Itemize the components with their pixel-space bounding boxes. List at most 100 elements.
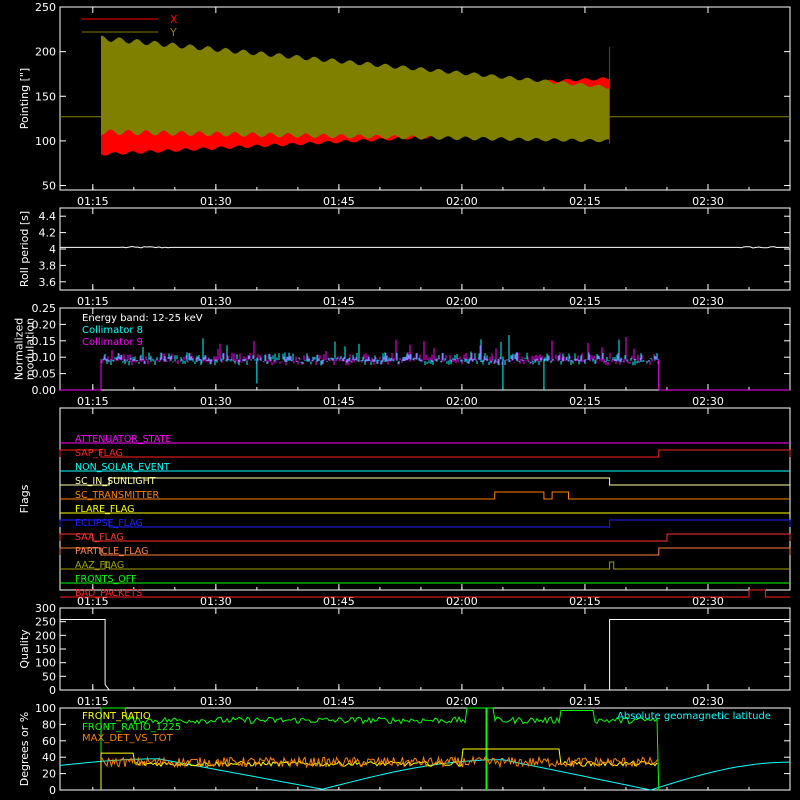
y-axis-label: Pointing ["] bbox=[18, 68, 31, 129]
y-tick-label: 20 bbox=[42, 768, 56, 781]
y-tick-label: 150 bbox=[35, 90, 56, 103]
x-tick-label: 02:15 bbox=[569, 195, 601, 208]
y-tick-label: 80 bbox=[42, 718, 56, 731]
y-tick-label: 4.4 bbox=[39, 210, 57, 223]
x-tick-label: 02:30 bbox=[692, 395, 724, 408]
flag-label: BAD_PACKETS bbox=[75, 588, 142, 599]
flag-label: SAA_FLAG bbox=[75, 532, 124, 543]
x-tick-label: 02:00 bbox=[446, 195, 478, 208]
y-axis-label: Quality bbox=[18, 629, 31, 669]
y-tick-label: 50 bbox=[42, 180, 56, 193]
front-ratio-line bbox=[100, 748, 658, 791]
x-tick-label: 01:45 bbox=[323, 595, 355, 608]
x-tick-label: 01:45 bbox=[323, 695, 355, 708]
flag-label: ATTENUATOR_STATE bbox=[75, 434, 171, 445]
y-tick-label: 250 bbox=[35, 616, 56, 629]
roll-period-panel: 01:15 01:30 01:45 02:00 02:15 02:30 3.6 3.8 4 4.2… bbox=[18, 207, 791, 308]
flag-label: PARTICLE_FLAG bbox=[75, 546, 148, 557]
legend-label: X bbox=[170, 13, 178, 26]
flag-line bbox=[60, 491, 790, 500]
roll-period-line bbox=[60, 245, 789, 249]
y-tick-label: 200 bbox=[35, 46, 56, 59]
y-tick-label: 0 bbox=[49, 684, 56, 697]
y-tick-label: 60 bbox=[42, 735, 56, 748]
y-tick-label: 0.25 bbox=[32, 302, 57, 315]
y-tick-label: 150 bbox=[35, 643, 56, 656]
quality-panel: 01:15 01:30 01:45 02:00 02:15 02:300501001502… bbox=[18, 602, 791, 708]
y-tick-label: 300 bbox=[35, 602, 56, 615]
x-tick-label: 01:45 bbox=[323, 295, 355, 308]
front-ratio-1225-line bbox=[100, 707, 660, 791]
y-tick-label: 100 bbox=[35, 135, 56, 148]
y-tick-label: 100 bbox=[35, 657, 56, 670]
flag-line bbox=[60, 477, 790, 486]
x-tick-label: 02:15 bbox=[569, 395, 601, 408]
energy-band-annotation: Energy band: 12-25 keV bbox=[82, 313, 203, 324]
series-envelope-y bbox=[101, 35, 610, 143]
legend-label: Absolute geomagnetic latitude bbox=[617, 711, 771, 722]
y-tick-label: 4.2 bbox=[39, 227, 57, 240]
x-tick-label: 01:15 bbox=[77, 595, 109, 608]
y-tick-label: 100 bbox=[35, 702, 56, 715]
y-tick-label: 200 bbox=[35, 629, 56, 642]
flag-label: SC_IN_SUNLIGHT bbox=[75, 476, 156, 487]
y-tick-label: 0.15 bbox=[32, 335, 57, 348]
x-tick-label: 01:30 bbox=[200, 295, 232, 308]
geomag-latitude-line bbox=[59, 758, 791, 791]
flag-label: FLARE_FLAG bbox=[75, 504, 135, 515]
flag-label: SAP_FLAG bbox=[75, 448, 123, 459]
x-tick-label: 02:00 bbox=[446, 595, 478, 608]
legend-label: MAX_DET_VS_TOT bbox=[82, 733, 174, 744]
flag-line bbox=[59, 449, 791, 458]
y-tick-label: 0.20 bbox=[32, 318, 57, 331]
x-tick-label: 02:00 bbox=[446, 295, 478, 308]
flag-label: SC_TRANSMITTER bbox=[75, 490, 160, 501]
x-tick-label: 01:30 bbox=[200, 395, 232, 408]
x-tick-label: 02:15 bbox=[569, 595, 601, 608]
flags-panel: 01:15 01:30 01:45 02:00 02:15 02:30 Flags ATTEN… bbox=[18, 407, 791, 608]
x-tick-label: 01:15 bbox=[77, 695, 109, 708]
y-axis-label: Roll period [s] bbox=[18, 211, 31, 287]
y-axis-label: Degrees or % bbox=[18, 712, 31, 786]
x-tick-label: 02:30 bbox=[692, 195, 724, 208]
flag-line bbox=[60, 561, 790, 570]
x-tick-label: 02:15 bbox=[569, 695, 601, 708]
flag-label: AAZ_FLAG bbox=[75, 560, 124, 571]
y-tick-label: 40 bbox=[42, 751, 56, 764]
y-tick-label: 0 bbox=[49, 784, 56, 797]
x-tick-label: 01:15 bbox=[77, 195, 109, 208]
max-det-vs-tot-line bbox=[100, 755, 658, 769]
y-tick-label: 0.05 bbox=[32, 368, 57, 381]
quality-frame bbox=[59, 607, 791, 691]
x-tick-label: 01:45 bbox=[323, 395, 355, 408]
y-tick-label: 250 bbox=[35, 1, 56, 14]
x-tick-label: 02:30 bbox=[692, 295, 724, 308]
x-tick-label: 01:15 bbox=[77, 395, 109, 408]
x-tick-label: 02:00 bbox=[446, 395, 478, 408]
x-tick-label: 01:30 bbox=[200, 695, 232, 708]
y-tick-label: 3.8 bbox=[39, 259, 57, 272]
y-tick-label: 0.00 bbox=[32, 384, 57, 397]
flag-line bbox=[59, 547, 791, 556]
y-tick-label: 3.6 bbox=[39, 276, 57, 289]
roll-period-frame bbox=[59, 207, 791, 291]
legend-label: Y bbox=[169, 26, 177, 39]
x-tick-label: 01:30 bbox=[200, 195, 232, 208]
flag-label: NON_SOLAR_EVENT bbox=[75, 462, 170, 473]
pointing-frame bbox=[59, 6, 791, 191]
legend-label: Collimator 9 bbox=[82, 337, 143, 348]
pointing-panel: 01:15 01:30 01:45 02:00 02:15 02:30 50 100 150 20… bbox=[18, 1, 791, 208]
y-tick-label: 4 bbox=[49, 243, 56, 256]
x-tick-label: 01:45 bbox=[323, 195, 355, 208]
legend-label: Collimator 8 bbox=[82, 325, 143, 336]
front-ratio-panel: 0 20 40 60 80 100 Degrees or % FRONT_RATIOFRONT… bbox=[18, 702, 791, 797]
front-ratio-frame bbox=[59, 707, 791, 791]
modulation-panel: 01:15 01:30 01:45 02:00 02:15 02:30 0.00 0.05 0.… bbox=[13, 302, 791, 408]
y-tick-label: 50 bbox=[42, 670, 56, 683]
modulation-frame bbox=[59, 307, 791, 391]
legend-label: FRONT_RATIO_1225 bbox=[82, 722, 181, 733]
flag-label: FRONTS_OFF bbox=[75, 574, 137, 585]
y-axis-label: Flags bbox=[18, 484, 31, 513]
flag-line bbox=[59, 533, 791, 542]
